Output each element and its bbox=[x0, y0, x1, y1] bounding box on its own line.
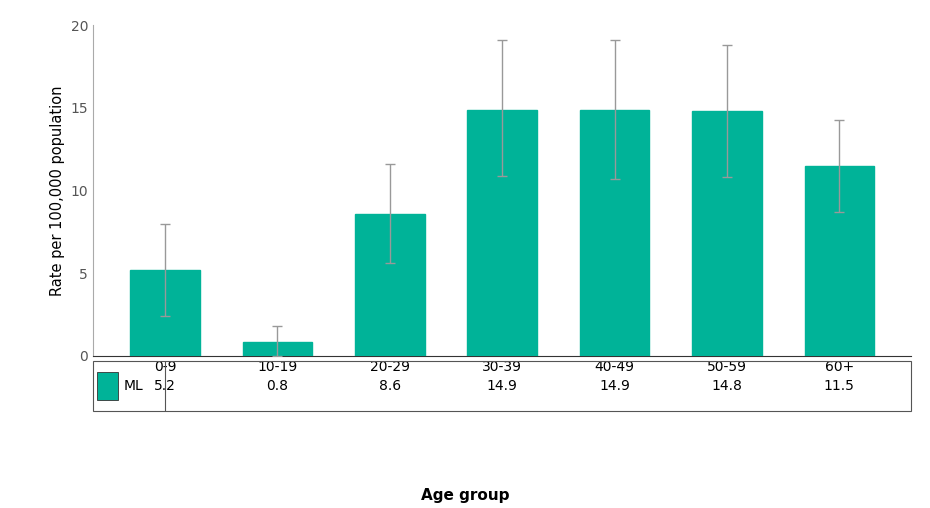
Text: ML: ML bbox=[124, 379, 144, 393]
Text: 14.9: 14.9 bbox=[486, 379, 518, 393]
Bar bbox=[130, 270, 200, 356]
Bar bbox=[579, 110, 649, 356]
Y-axis label: Rate per 100,000 population: Rate per 100,000 population bbox=[50, 85, 65, 296]
Text: 5.2: 5.2 bbox=[154, 379, 176, 393]
Bar bbox=[355, 214, 425, 356]
Text: 8.6: 8.6 bbox=[379, 379, 401, 393]
Text: 14.8: 14.8 bbox=[711, 379, 742, 393]
Bar bbox=[468, 110, 537, 356]
Text: 0.8: 0.8 bbox=[266, 379, 288, 393]
Bar bbox=[97, 372, 117, 400]
Bar bbox=[243, 342, 312, 356]
Text: Age group: Age group bbox=[420, 488, 510, 503]
Text: 14.9: 14.9 bbox=[599, 379, 630, 393]
Bar bbox=[692, 111, 762, 356]
Bar bbox=[804, 166, 874, 356]
Text: 11.5: 11.5 bbox=[824, 379, 855, 393]
